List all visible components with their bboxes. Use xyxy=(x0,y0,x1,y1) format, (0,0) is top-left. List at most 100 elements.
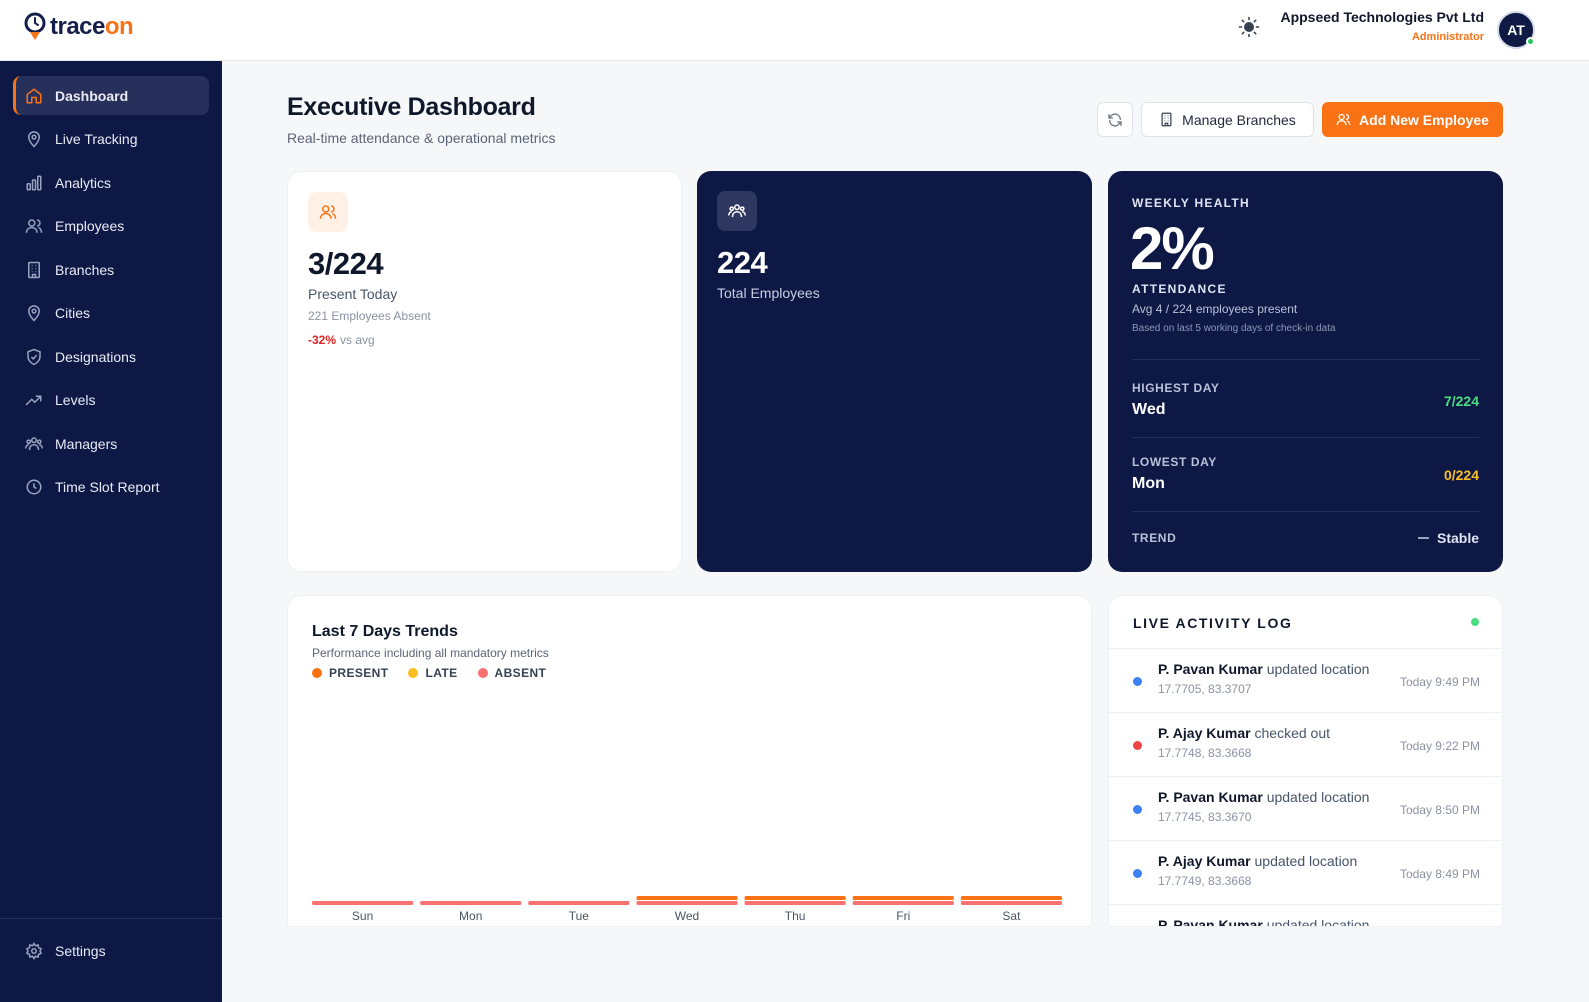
x-tick-label: Wed xyxy=(675,909,699,923)
trend-value: Stable xyxy=(1436,530,1479,546)
user-avatar[interactable]: AT xyxy=(1497,11,1535,49)
trend-label: TREND xyxy=(1132,531,1177,545)
avatar-initials: AT xyxy=(1507,22,1525,38)
x-tick-label: Sat xyxy=(1002,909,1021,923)
attendance-note: Based on last 5 working days of check-in… xyxy=(1132,323,1336,334)
sidebar-item-dashboard[interactable]: Dashboard xyxy=(13,76,209,115)
brand-logo[interactable]: traceon xyxy=(24,12,134,42)
add-employee-label: Add New Employee xyxy=(1359,111,1489,128)
sidebar-item-label: Levels xyxy=(55,391,96,408)
sidebar-item-live-tracking[interactable]: Live Tracking xyxy=(13,119,209,158)
sidebar-item-analytics[interactable]: Analytics xyxy=(13,163,209,202)
bar-present-fri[interactable] xyxy=(852,896,954,900)
refresh-button[interactable] xyxy=(1097,102,1133,137)
legend-present[interactable]: PRESENT xyxy=(312,666,388,680)
map-pin-icon xyxy=(27,304,41,322)
sidebar-item-settings[interactable]: Settings xyxy=(13,931,209,970)
activity-item[interactable]: P. Pavan Kumar updated location xyxy=(1109,905,1502,926)
activity-coords: 17.7749, 83.3668 xyxy=(1158,874,1252,888)
clock-icon xyxy=(26,479,42,494)
org-name: Appseed Technologies Pvt Ltd xyxy=(1280,9,1484,25)
gear-icon xyxy=(25,941,43,960)
legend-dot xyxy=(312,668,322,678)
bar-absent-tue[interactable] xyxy=(528,901,630,905)
team-icon xyxy=(25,436,43,450)
sidebar-item-branches[interactable]: Branches xyxy=(13,250,209,289)
activity-text: P. Ajay Kumar checked out xyxy=(1158,725,1330,741)
activity-time: Today 9:49 PM xyxy=(1399,675,1480,689)
activity-item[interactable]: P. Ajay Kumar updated location 17.7749, 8… xyxy=(1109,841,1502,905)
sidebar-item-label: Settings xyxy=(55,942,106,959)
activity-log-card: LIVE ACTIVITY LOG P. Pavan Kumar updated… xyxy=(1108,595,1503,927)
add-employee-button[interactable]: Add New Employee xyxy=(1322,102,1503,137)
activity-item[interactable]: P. Pavan Kumar updated location 17.7745, … xyxy=(1109,777,1502,841)
bar-absent-wed[interactable] xyxy=(636,901,738,905)
activity-log-title: LIVE ACTIVITY LOG xyxy=(1133,615,1293,631)
trend-row: TREND Stable xyxy=(1132,511,1479,561)
bar-present-thu[interactable] xyxy=(744,896,846,900)
activity-coords: 17.7745, 83.3670 xyxy=(1158,810,1252,824)
highest-day-row: HIGHEST DAY Wed 7/224 xyxy=(1132,359,1479,433)
brand-name: traceon xyxy=(50,13,134,41)
bar-absent-fri[interactable] xyxy=(852,901,954,905)
users-icon xyxy=(1336,113,1351,126)
sidebar-item-employees[interactable]: Employees xyxy=(13,206,209,245)
activity-coords: 17.7705, 83.3707 xyxy=(1158,682,1252,696)
theme-toggle-icon[interactable] xyxy=(1238,16,1260,38)
activity-user: P. Pavan Kumar xyxy=(1158,789,1263,805)
page-title: Executive Dashboard xyxy=(287,93,536,121)
sidebar-item-levels[interactable]: Levels xyxy=(13,380,209,419)
x-tick-label: Mon xyxy=(459,909,482,923)
org-info: Appseed Technologies Pvt Ltd Administrat… xyxy=(1280,9,1484,43)
activity-user: P. Pavan Kumar xyxy=(1158,661,1263,677)
org-role: Administrator xyxy=(1411,31,1484,43)
brand-name-part2: on xyxy=(104,13,134,40)
manage-branches-button[interactable]: Manage Branches xyxy=(1141,102,1314,137)
legend-late[interactable]: LATE xyxy=(408,666,457,680)
attendance-label: ATTENDANCE xyxy=(1132,282,1227,296)
shield-check-icon xyxy=(27,348,41,365)
activity-action: updated location xyxy=(1266,789,1370,805)
delta-suffix: vs avg xyxy=(340,333,375,347)
activity-item[interactable]: P. Ajay Kumar checked out 17.7748, 83.366… xyxy=(1109,713,1502,777)
sidebar-item-designations[interactable]: Designations xyxy=(13,337,209,376)
trends-chart-card: Last 7 Days Trends Performance including… xyxy=(287,595,1092,927)
chart-legend: PRESENT LATE ABSENT xyxy=(312,666,546,680)
absent-text: 221 Employees Absent xyxy=(308,309,431,323)
bar-absent-mon[interactable] xyxy=(420,901,522,905)
highest-day-label: HIGHEST DAY xyxy=(1132,381,1220,395)
activity-status-dot xyxy=(1133,677,1142,686)
chart-title: Last 7 Days Trends xyxy=(312,623,458,640)
users-icon xyxy=(319,205,337,219)
bar-absent-sun[interactable] xyxy=(312,901,414,905)
trending-up-icon xyxy=(25,395,42,405)
legend-absent[interactable]: ABSENT xyxy=(477,666,547,680)
lowest-day-row: LOWEST DAY Mon 0/224 xyxy=(1132,437,1479,511)
bar-present-wed[interactable] xyxy=(636,896,738,900)
legend-label: LATE xyxy=(425,666,458,680)
activity-text: P. Pavan Kumar updated location xyxy=(1158,789,1369,805)
sidebar-item-time-slot-report[interactable]: Time Slot Report xyxy=(13,467,209,506)
present-delta: -32% vs avg xyxy=(308,333,375,347)
activity-log-header: LIVE ACTIVITY LOG xyxy=(1109,596,1502,649)
sidebar-item-cities[interactable]: Cities xyxy=(13,293,209,332)
brand-name-part1: trace xyxy=(50,13,105,40)
attendance-avg: Avg 4 / 224 employees present xyxy=(1132,302,1298,316)
chart-subtitle: Performance including all mandatory metr… xyxy=(312,646,549,660)
activity-item[interactable]: P. Pavan Kumar updated location 17.7705, … xyxy=(1109,649,1502,713)
bar-absent-thu[interactable] xyxy=(744,901,846,905)
trends-chart: Sun Mon Tue Wed Thu Fri Sat xyxy=(312,896,1062,923)
logo-pin-icon xyxy=(24,12,46,40)
sidebar-item-managers[interactable]: Managers xyxy=(13,424,209,463)
legend-label: ABSENT xyxy=(494,666,547,680)
activity-time: Today 8:50 PM xyxy=(1399,803,1480,817)
activity-time: Today 8:49 PM xyxy=(1399,867,1480,881)
activity-user: P. Ajay Kumar xyxy=(1158,725,1251,741)
weekly-health-title: WEEKLY HEALTH xyxy=(1132,196,1251,210)
manage-branches-label: Manage Branches xyxy=(1182,111,1296,128)
bar-absent-sat[interactable] xyxy=(960,901,1062,905)
activity-action: updated location xyxy=(1254,853,1358,869)
x-tick-label: Thu xyxy=(785,909,806,923)
sidebar-item-label: Cities xyxy=(55,304,91,321)
bar-present-sat[interactable] xyxy=(960,896,1062,900)
